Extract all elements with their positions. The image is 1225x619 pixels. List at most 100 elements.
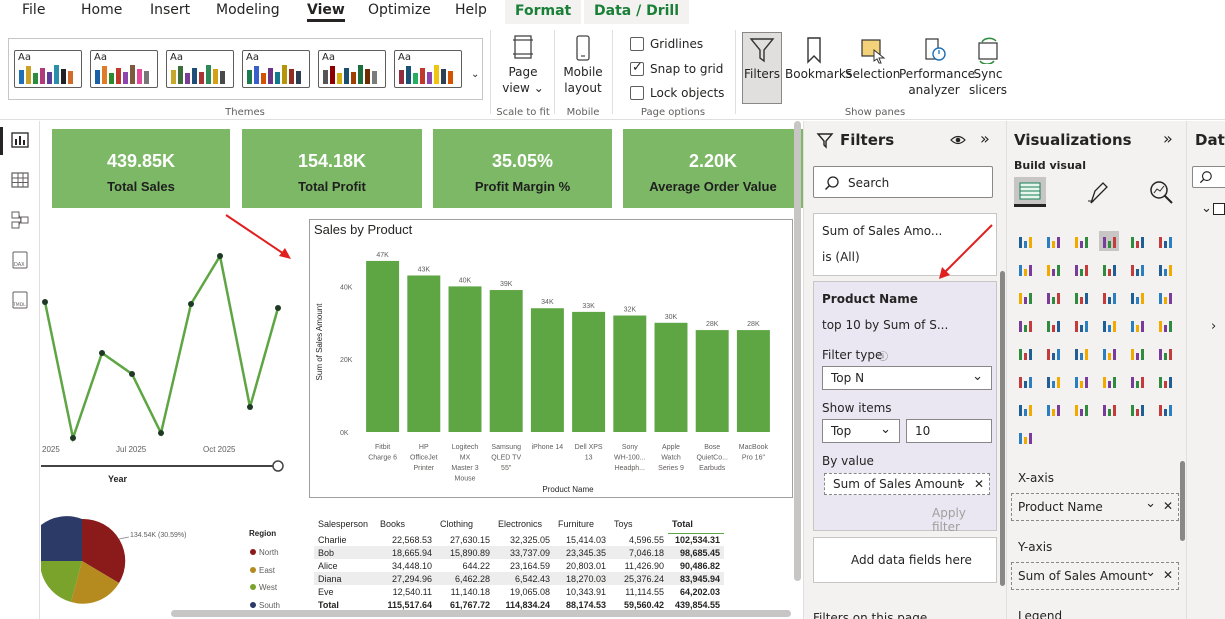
bookmarks-button[interactable]: Bookmarks (785, 36, 852, 82)
gridlines-checkbox[interactable] (630, 37, 644, 51)
menu-format[interactable]: Format (505, 0, 582, 24)
visual-type-icon[interactable] (1155, 231, 1175, 251)
visual-type-icon[interactable] (1099, 315, 1119, 335)
menu-help[interactable]: Help (455, 2, 487, 18)
menu-modeling[interactable]: Modeling (216, 2, 280, 18)
chevron-down-icon[interactable]: ⌄ (1201, 201, 1212, 216)
chevron-down-icon[interactable]: ⌄ (471, 69, 480, 80)
visual-type-icon[interactable] (1099, 231, 1119, 251)
show-items-direction-dropdown[interactable]: Top ⌄ (822, 419, 900, 443)
visualizations-scrollbar[interactable] (1180, 461, 1185, 541)
filter-type-dropdown[interactable]: Top N ⌄ (822, 366, 992, 390)
menu-data-drill[interactable]: Data / Drill (584, 0, 689, 24)
chevron-down-icon[interactable]: ⌄ (956, 475, 967, 490)
visual-type-icon[interactable] (1155, 371, 1175, 391)
report-view-icon[interactable] (10, 130, 30, 150)
visual-type-icon[interactable] (1043, 315, 1063, 335)
visual-type-icon[interactable] (1015, 315, 1035, 335)
matrix-header[interactable]: Furniture (558, 519, 595, 529)
analytics-icon[interactable] (1148, 179, 1174, 205)
visual-type-icon[interactable] (1043, 371, 1063, 391)
chevron-right-icon[interactable]: › (1211, 319, 1217, 334)
visual-type-icon[interactable] (1015, 287, 1035, 307)
mobile-layout-button[interactable]: Mobile layout (560, 34, 606, 96)
menu-file[interactable]: File (22, 2, 46, 18)
matrix-header[interactable]: Books (380, 519, 406, 529)
visual-type-icon[interactable] (1099, 399, 1119, 419)
visual-type-icon[interactable] (1071, 259, 1091, 279)
model-view-icon[interactable] (10, 210, 30, 230)
visual-type-icon[interactable] (1127, 231, 1147, 251)
show-items-count-input[interactable]: 10 (906, 419, 992, 443)
menu-insert[interactable]: Insert (150, 2, 191, 18)
visual-type-icon[interactable] (1127, 371, 1147, 391)
gridlines-toggle[interactable]: Gridlines (630, 37, 703, 51)
visual-type-icon[interactable] (1127, 287, 1147, 307)
theme-swatch[interactable]: Aa (14, 50, 82, 88)
visual-type-icon[interactable] (1015, 343, 1035, 363)
by-value-field-well[interactable]: Sum of Sales Amount ⌄ ✕ (824, 473, 990, 495)
theme-swatch[interactable]: Aa (90, 50, 158, 88)
visual-type-icon[interactable] (1015, 259, 1035, 279)
filters-search-input[interactable]: Search (813, 166, 993, 198)
visual-type-icon[interactable] (1043, 287, 1063, 307)
kpi-card-average-order-value[interactable]: 2.20K Average Order Value (623, 129, 803, 208)
matrix-header[interactable]: Salesperson (318, 519, 369, 529)
visual-type-icon[interactable] (1071, 231, 1091, 251)
pie-chart[interactable] (41, 513, 211, 613)
matrix-header[interactable]: Clothing (440, 519, 474, 529)
visual-type-icon[interactable] (1071, 399, 1091, 419)
visual-type-icon[interactable] (1043, 343, 1063, 363)
theme-swatch[interactable]: Aa (318, 50, 386, 88)
visual-type-icon[interactable] (1099, 287, 1119, 307)
visual-type-icon[interactable] (1071, 315, 1091, 335)
visual-type-icon[interactable] (1155, 343, 1175, 363)
lock-objects-checkbox[interactable] (630, 86, 644, 100)
filters-scrollbar[interactable] (1000, 271, 1005, 586)
menu-home[interactable]: Home (81, 2, 123, 18)
visual-type-icon[interactable] (1043, 231, 1063, 251)
selection-button[interactable]: Selection (845, 36, 900, 82)
visual-type-icon[interactable] (1071, 287, 1091, 307)
filters-pane-button[interactable] (742, 32, 782, 104)
visual-type-icon[interactable] (1015, 231, 1035, 251)
matrix-header-total[interactable]: Total (668, 515, 724, 534)
visual-type-icon[interactable] (1127, 259, 1147, 279)
snap-to-grid-toggle[interactable]: Snap to grid (630, 60, 723, 76)
visual-type-gallery[interactable] (1015, 231, 1175, 463)
visual-type-icon[interactable] (1043, 399, 1063, 419)
visual-type-icon[interactable] (1099, 371, 1119, 391)
legend-item-west[interactable]: West (250, 579, 280, 597)
theme-swatch[interactable]: Aa (394, 50, 462, 88)
bar-chart-visual[interactable]: Sales by Product 0K 20K 40K Sum of Sales Am… (309, 219, 793, 498)
tmdl-view-icon[interactable]: TMDL (10, 290, 30, 310)
visual-type-icon[interactable] (1099, 343, 1119, 363)
kpi-card-total-sales[interactable]: 439.85K Total Sales (52, 129, 230, 208)
visual-type-icon[interactable] (1015, 371, 1035, 391)
menu-optimize[interactable]: Optimize (368, 2, 431, 18)
build-visual-tab[interactable] (1014, 177, 1046, 207)
x-axis-field-well[interactable]: Product Name ⌄ ✕ (1011, 493, 1179, 521)
visual-type-icon[interactable] (1043, 259, 1063, 279)
close-icon[interactable]: ✕ (1162, 568, 1173, 582)
visual-type-icon[interactable] (1099, 259, 1119, 279)
visual-type-icon[interactable] (1127, 343, 1147, 363)
theme-swatch[interactable]: Aa (242, 50, 310, 88)
visual-type-icon[interactable] (1127, 315, 1147, 335)
legend-item-east[interactable]: East (250, 562, 280, 580)
line-chart[interactable] (41, 213, 303, 493)
canvas-vertical-scrollbar[interactable] (794, 121, 801, 581)
visual-type-icon[interactable] (1071, 371, 1091, 391)
filters-button[interactable]: Filters (742, 36, 782, 82)
close-icon[interactable]: ✕ (1162, 499, 1173, 513)
visual-type-icon[interactable] (1127, 399, 1147, 419)
visual-type-icon[interactable] (1155, 399, 1175, 419)
snap-to-grid-checkbox[interactable] (630, 60, 644, 76)
dax-query-icon[interactable]: DAX (10, 250, 30, 270)
sync-slicers-button[interactable]: Sync slicers (968, 36, 1008, 98)
data-search-input[interactable] (1192, 166, 1225, 188)
matrix-header[interactable]: Electronics (498, 519, 543, 529)
page-view-button[interactable]: Page view ⌄ (500, 34, 546, 96)
visual-type-icon[interactable] (1071, 343, 1091, 363)
performance-analyzer-button[interactable]: Performance analyzer (899, 36, 975, 98)
